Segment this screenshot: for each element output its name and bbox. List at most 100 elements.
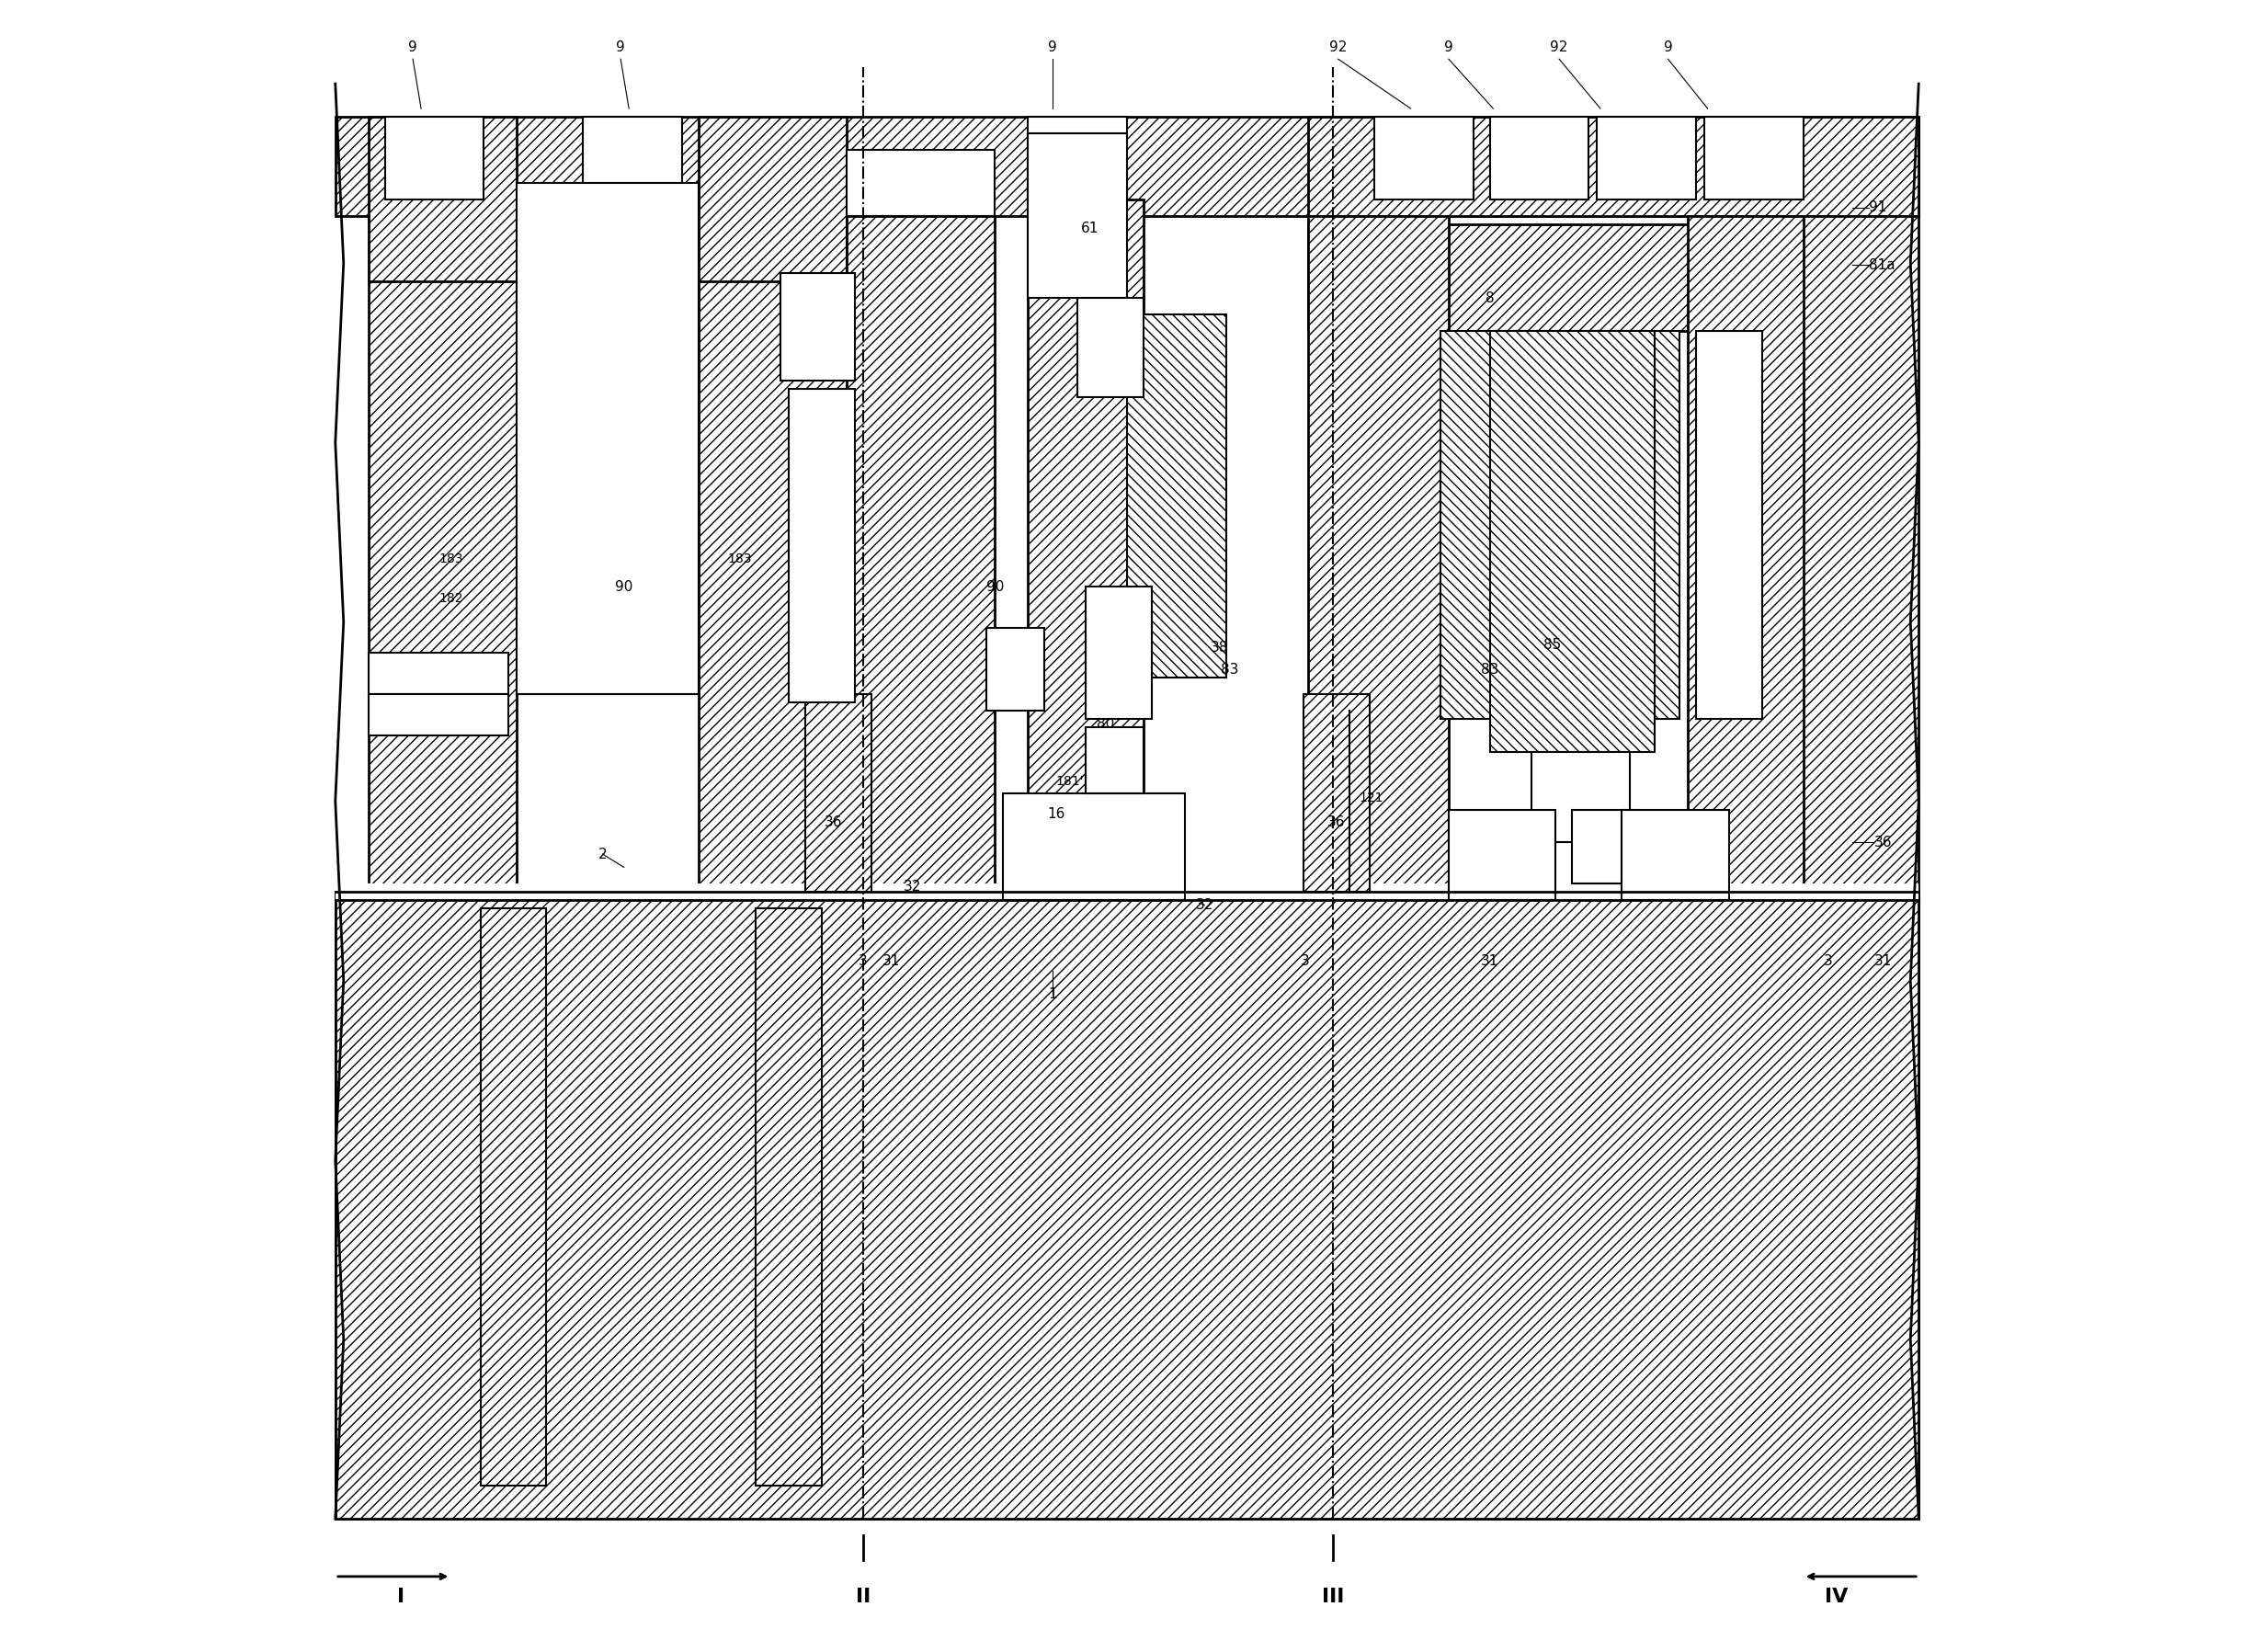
Bar xyxy=(1307,225,1704,330)
Text: 83: 83 xyxy=(1481,662,1499,676)
Bar xyxy=(336,892,1918,1518)
Bar xyxy=(848,150,994,216)
Text: 32: 32 xyxy=(904,881,922,894)
Text: 81a: 81a xyxy=(1869,258,1896,273)
Bar xyxy=(336,117,1918,216)
Bar xyxy=(755,909,823,1485)
Bar xyxy=(699,216,848,892)
Bar xyxy=(1028,200,1143,892)
Bar xyxy=(584,117,681,200)
Text: 31: 31 xyxy=(881,955,899,968)
Bar xyxy=(1028,134,1127,297)
Bar xyxy=(1688,216,1828,892)
Text: 3: 3 xyxy=(1823,955,1833,968)
Text: 80: 80 xyxy=(1609,816,1627,829)
Text: 36: 36 xyxy=(1328,816,1346,829)
Bar xyxy=(987,628,1044,710)
Text: I: I xyxy=(397,1588,406,1606)
Bar xyxy=(480,909,545,1485)
Bar xyxy=(385,117,485,200)
Bar xyxy=(1303,694,1370,892)
Text: 38: 38 xyxy=(1738,634,1756,648)
Bar xyxy=(805,694,872,892)
Text: 38: 38 xyxy=(802,596,820,610)
Bar xyxy=(1307,216,1449,892)
Text: 3: 3 xyxy=(1301,955,1310,968)
Text: 31: 31 xyxy=(1873,955,1891,968)
Bar xyxy=(367,694,509,735)
Text: 31: 31 xyxy=(1481,955,1499,968)
Text: 36: 36 xyxy=(825,816,843,829)
Bar xyxy=(1307,117,1918,216)
Text: 121: 121 xyxy=(1359,791,1384,805)
Bar xyxy=(367,653,509,694)
Bar xyxy=(1490,330,1654,752)
Text: 183: 183 xyxy=(440,552,462,565)
Text: 61: 61 xyxy=(1082,221,1098,236)
Bar xyxy=(336,892,1918,1518)
Text: 36: 36 xyxy=(1873,836,1891,849)
Text: 9: 9 xyxy=(1663,40,1672,55)
Bar xyxy=(780,274,854,380)
Text: 83: 83 xyxy=(1219,662,1237,676)
Bar xyxy=(1573,809,1639,884)
Text: 852: 852 xyxy=(1555,775,1580,788)
Bar xyxy=(1086,586,1152,719)
Text: 8: 8 xyxy=(1118,337,1127,352)
Bar xyxy=(1598,117,1695,200)
Text: 2: 2 xyxy=(597,847,606,861)
Bar xyxy=(1623,809,1729,900)
Text: 92: 92 xyxy=(1551,40,1569,55)
Bar xyxy=(1086,727,1143,793)
Text: 181': 181' xyxy=(1055,775,1084,788)
Text: 851: 851 xyxy=(1643,852,1668,866)
Bar xyxy=(1449,809,1555,900)
Bar xyxy=(1490,117,1589,200)
Bar xyxy=(367,216,516,892)
Text: 122: 122 xyxy=(992,643,1014,656)
Bar xyxy=(789,388,854,702)
Bar xyxy=(1695,330,1763,719)
Bar xyxy=(367,117,516,282)
Text: III: III xyxy=(1321,1588,1343,1606)
Text: 8: 8 xyxy=(807,337,814,352)
Text: 183: 183 xyxy=(728,552,751,565)
Text: IV: IV xyxy=(1823,1588,1848,1606)
Text: 9: 9 xyxy=(615,40,624,55)
Text: 90: 90 xyxy=(615,580,633,593)
Text: 9: 9 xyxy=(408,40,417,55)
Text: 10: 10 xyxy=(383,724,401,737)
Text: 92: 92 xyxy=(1330,40,1348,55)
Bar xyxy=(516,183,699,694)
Bar xyxy=(1077,297,1143,396)
Text: 38: 38 xyxy=(1210,641,1228,654)
Bar xyxy=(1704,117,1803,200)
Text: 9: 9 xyxy=(1048,40,1057,55)
Text: 80: 80 xyxy=(1098,717,1113,730)
Text: 90: 90 xyxy=(987,580,1003,593)
Bar xyxy=(1803,216,1918,892)
Text: 85: 85 xyxy=(1544,638,1562,651)
Text: 91: 91 xyxy=(1869,200,1887,215)
Text: 1: 1 xyxy=(1048,988,1057,1001)
Bar xyxy=(1127,314,1226,677)
Text: 16: 16 xyxy=(1048,808,1064,821)
Bar xyxy=(336,884,1918,900)
Bar xyxy=(516,216,699,694)
Bar xyxy=(848,216,994,892)
Text: 182: 182 xyxy=(440,591,462,605)
Text: 32: 32 xyxy=(1195,899,1213,912)
Text: 8: 8 xyxy=(1485,291,1494,306)
Text: 3: 3 xyxy=(859,955,868,968)
Text: 851: 851 xyxy=(1465,852,1490,866)
Bar xyxy=(1028,117,1127,200)
Bar xyxy=(1003,793,1186,900)
Bar xyxy=(1530,752,1630,843)
Bar xyxy=(1375,117,1474,200)
Bar xyxy=(1440,330,1679,719)
Bar xyxy=(336,909,1918,1518)
Bar xyxy=(699,117,848,282)
Text: 9: 9 xyxy=(1445,40,1454,55)
Text: II: II xyxy=(857,1588,870,1606)
Text: 852: 852 xyxy=(1093,634,1118,648)
